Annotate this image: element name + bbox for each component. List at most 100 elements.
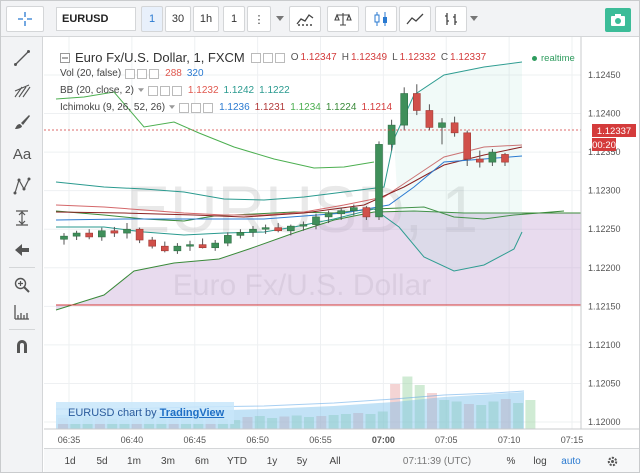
- chart-pane[interactable]: EURUSD, 1 Euro Fx/U.S. Dollar 1.124501.1…: [44, 37, 639, 447]
- candles-style-button[interactable]: [365, 6, 397, 32]
- more-icon: ⋮: [253, 13, 265, 26]
- candle-body: [72, 232, 81, 237]
- range-ytd-button[interactable]: YTD: [225, 453, 249, 469]
- more-intervals-button[interactable]: ⋮: [247, 6, 271, 32]
- low-label: L: [392, 52, 398, 63]
- auto-scale-toggle[interactable]: auto: [559, 453, 583, 469]
- camera-icon: [611, 14, 625, 26]
- compare-button[interactable]: [327, 6, 359, 32]
- indicator-legend-ichimoku[interactable]: Ichimoku (9, 26, 52, 26) 1.1236 1.1231 1…: [60, 102, 392, 113]
- range-label: 5d: [96, 455, 108, 467]
- volume-bar: [70, 419, 81, 429]
- price-axis[interactable]: 1.12450 1.12400 1.12350 1.12300 1.12250 1.122…: [580, 37, 621, 429]
- chevron-down-icon[interactable]: [467, 6, 481, 32]
- range-label: 1d: [64, 455, 76, 467]
- text-tool-icon[interactable]: Aa: [12, 145, 32, 163]
- arrow-left-icon[interactable]: [7, 237, 37, 263]
- trend-line-tool-icon[interactable]: [7, 45, 37, 71]
- range-1y-button[interactable]: 1y: [262, 453, 282, 469]
- camera-snapshot-button[interactable]: [605, 8, 631, 32]
- indicator-legend-vol[interactable]: Vol (20, false) 288 320: [60, 68, 204, 79]
- range-5d-button[interactable]: 5d: [92, 453, 112, 469]
- candle-body: [85, 232, 94, 238]
- chevron-down-icon[interactable]: [273, 6, 287, 32]
- legend-eye-icon[interactable]: [147, 85, 158, 96]
- volume-bar: [377, 411, 388, 429]
- legend-eye-icon[interactable]: [125, 68, 136, 79]
- attribution-banner[interactable]: EURUSD chart by TradingView: [56, 402, 234, 424]
- time-tick-label: 06:50: [246, 435, 269, 445]
- zoom-in-icon[interactable]: [7, 272, 37, 298]
- indicator-name: Vol (20, false): [60, 68, 122, 79]
- range-5y-button[interactable]: 5y: [292, 453, 312, 469]
- time-axis[interactable]: 06:35 06:40 06:45 06:50 06:55 07:00 07:05 07:10…: [44, 428, 639, 445]
- collapse-minus-icon[interactable]: [60, 52, 70, 63]
- interval-1-button[interactable]: 1: [141, 6, 163, 32]
- range-6m-button[interactable]: 6m: [191, 453, 213, 469]
- indicator-legend-bb[interactable]: BB (20, close, 2) 1.1232 1.1242 1.1222: [60, 85, 290, 96]
- volume-bar: [217, 419, 228, 429]
- symbol-search-input[interactable]: [56, 7, 136, 31]
- candle-body: [501, 154, 509, 163]
- brush-tool-icon[interactable]: [7, 109, 37, 135]
- range-all-button[interactable]: All: [324, 453, 346, 469]
- chevron-down-icon[interactable]: [137, 88, 144, 93]
- bottom-range-bar: 1d 5d 1m 3m 6m YTD 1y 5y All 07:11:39 (U…: [44, 448, 639, 472]
- range-label: YTD: [227, 455, 247, 467]
- gear-icon[interactable]: [604, 453, 620, 469]
- candle-body: [123, 228, 131, 234]
- legend-close-icon[interactable]: [149, 68, 160, 79]
- volume-bar: [390, 384, 401, 429]
- candles-icon: [374, 12, 387, 26]
- candle-body: [337, 210, 346, 215]
- percent-scale-toggle[interactable]: %: [504, 453, 518, 469]
- legend-close-icon[interactable]: [203, 102, 214, 113]
- utc-clock[interactable]: 07:11:39 (UTC): [396, 453, 478, 469]
- indicator-value: 1.1224: [325, 102, 357, 113]
- time-tick-label: 07:15: [561, 435, 584, 445]
- price-chart[interactable]: EURUSD, 1 Euro Fx/U.S. Dollar 1.124501.1…: [44, 37, 639, 447]
- price-tick-label: 1.12350: [588, 147, 621, 157]
- indicator-value: 1.1234: [290, 102, 321, 113]
- indicator-value: 1.1231: [254, 102, 286, 113]
- crosshair-cursor-icon[interactable]: [6, 6, 44, 32]
- candle-body: [450, 122, 459, 134]
- candle-body: [425, 110, 434, 128]
- legend-close-icon[interactable]: [171, 85, 182, 96]
- legend-settings-icon[interactable]: [159, 85, 170, 96]
- realtime-label: realtime: [541, 53, 575, 64]
- bars-style-button[interactable]: [435, 6, 467, 32]
- pattern-tool-icon[interactable]: [7, 173, 37, 199]
- line-chart-icon: [406, 13, 424, 25]
- interval-1h-button[interactable]: 1h: [193, 6, 219, 32]
- drawing-toolbar: Aa: [1, 37, 43, 472]
- candle-body: [475, 158, 484, 163]
- legend-settings-icon[interactable]: [137, 68, 148, 79]
- ruler-tool-icon[interactable]: [7, 299, 37, 325]
- indicator-value: 1.1236: [219, 102, 250, 113]
- last-price-tag: [592, 124, 636, 137]
- legend-close-icon[interactable]: [274, 52, 285, 63]
- volume-bar: [402, 376, 413, 429]
- indicators-button[interactable]: [289, 6, 321, 32]
- interval-30-button[interactable]: 30: [165, 6, 191, 32]
- interval-1-alt-button[interactable]: 1: [223, 6, 245, 32]
- magnet-icon[interactable]: [7, 333, 37, 359]
- legend-eye-icon[interactable]: [250, 52, 261, 63]
- log-scale-toggle[interactable]: log: [531, 453, 549, 469]
- tradingview-link[interactable]: TradingView: [159, 407, 225, 419]
- chevron-down-icon[interactable]: [169, 105, 176, 110]
- range-3m-button[interactable]: 3m: [157, 453, 179, 469]
- candle-body: [387, 124, 396, 145]
- range-1m-button[interactable]: 1m: [123, 453, 145, 469]
- range-1d-button[interactable]: 1d: [60, 453, 80, 469]
- range-label: 3m: [161, 455, 175, 467]
- legend-settings-icon[interactable]: [262, 52, 273, 63]
- legend-settings-icon[interactable]: [191, 102, 202, 113]
- legend-eye-icon[interactable]: [179, 102, 190, 113]
- volume-bar: [513, 403, 524, 429]
- pitchfork-tool-icon[interactable]: [7, 77, 37, 103]
- measure-tool-icon[interactable]: [7, 205, 37, 231]
- candle-body: [438, 122, 446, 128]
- line-style-button[interactable]: [399, 6, 431, 32]
